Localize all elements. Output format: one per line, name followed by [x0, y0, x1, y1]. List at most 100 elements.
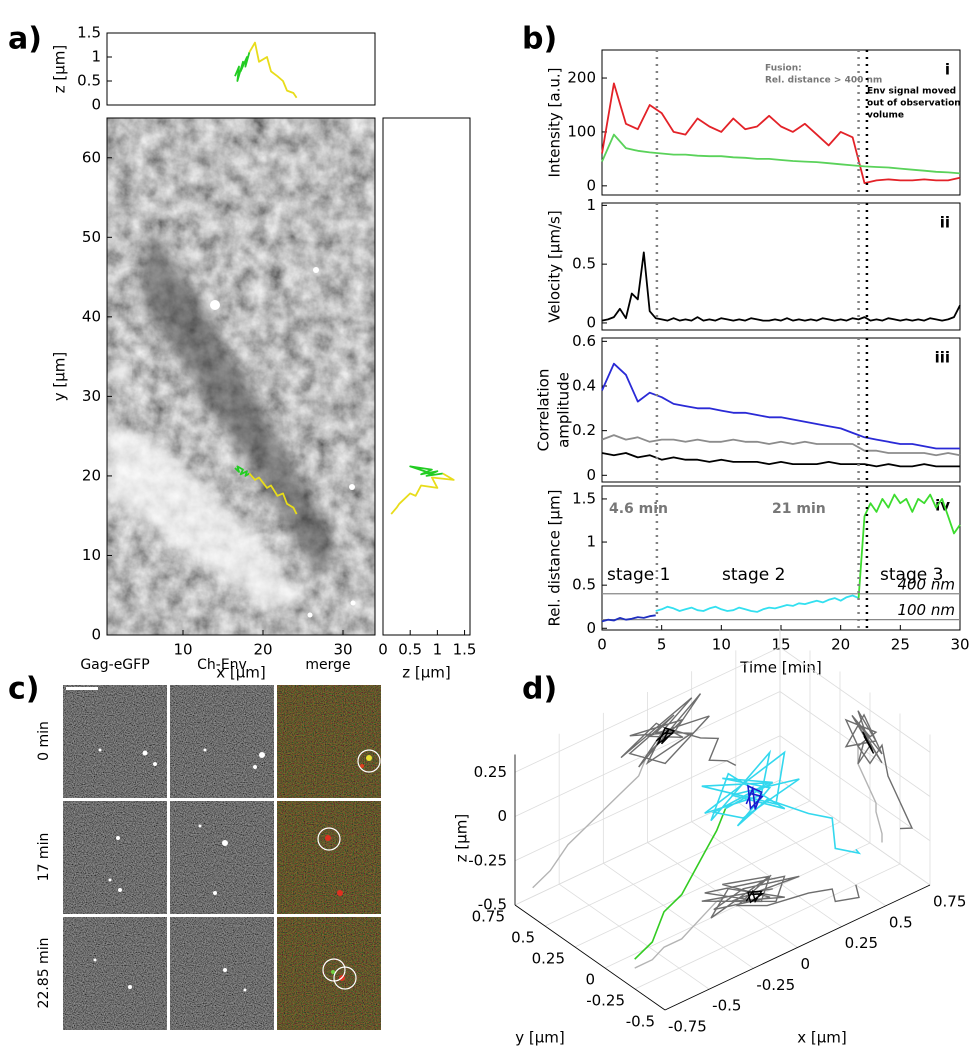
y-tick-label: 10	[82, 546, 101, 564]
y-tick-label: 1	[586, 533, 596, 551]
trajectory	[745, 784, 764, 811]
y-tick-label: 1	[91, 48, 101, 66]
y-axis-label: Velocity [µm/s]	[546, 210, 564, 322]
y-tick-label: 0.5	[572, 255, 596, 273]
data-line	[601, 452, 960, 468]
y-tick-label: 100	[567, 122, 596, 140]
annotation: stage 3	[880, 565, 943, 585]
annotation: Env signal moved	[867, 87, 956, 97]
data-line	[601, 82, 961, 184]
y-tick-label: 0.6	[572, 332, 596, 350]
y-tick-label: 60	[82, 148, 101, 166]
data-line	[234, 465, 250, 477]
projection-line	[655, 727, 676, 746]
x-tick-label: 1.5	[453, 641, 477, 659]
y-tick-label: 0.25	[532, 950, 565, 968]
y-tick-label: 0.5	[77, 72, 101, 90]
data-line	[601, 434, 961, 457]
grid-line	[735, 800, 887, 907]
projection-line	[857, 746, 883, 843]
axis-line	[514, 904, 666, 1011]
annotation: stage 2	[722, 565, 785, 585]
y-tick-label: -0.25	[586, 992, 625, 1010]
y-tick-label: -0.5	[626, 1013, 655, 1031]
microscopy-image	[107, 118, 375, 635]
z-tick-label: -0.25	[468, 851, 507, 869]
column-header: Ch-Env	[197, 657, 247, 673]
annotation: Fusion:	[765, 64, 802, 74]
x-tick-label: 20	[253, 641, 272, 659]
projection-line	[620, 693, 737, 768]
data-line	[601, 133, 961, 175]
data-line	[601, 362, 960, 450]
x-tick-label: 30	[950, 636, 969, 654]
annotation: volume	[867, 111, 904, 121]
y-tick-label: 0.75	[472, 908, 505, 926]
projection-line	[745, 889, 765, 904]
trajectory	[701, 749, 862, 855]
panel-label: c)	[8, 672, 40, 707]
grid-line	[558, 883, 710, 990]
x-tick-label: 30	[333, 641, 352, 659]
x-tick-label: 5	[657, 636, 667, 654]
grid-line	[574, 821, 841, 948]
x-tick-label: -0.5	[712, 997, 741, 1015]
y-axis-label: Correlation	[535, 369, 553, 452]
annotation: out of observation	[867, 99, 961, 109]
x-tick-label: 0.75	[933, 893, 966, 911]
data-line	[390, 472, 455, 515]
y-axis-label: Intensity [a.u.]	[546, 68, 564, 178]
y-tick-label: 0	[586, 619, 596, 637]
x-tick-label: 0.5	[889, 913, 913, 931]
z-axis-label: z [µm]	[453, 814, 471, 863]
y-tick-label: 30	[82, 387, 101, 405]
y-tick-label: 20	[82, 466, 101, 484]
y-tick-label: 1.5	[572, 489, 596, 507]
axis-line	[664, 884, 931, 1011]
y-tick-label: 0	[91, 626, 101, 644]
z-tick-label: 0.25	[474, 763, 507, 781]
x-axis-label: x [µm]	[797, 1029, 847, 1047]
axes-frame	[601, 49, 961, 196]
y-tick-label: 200	[567, 69, 596, 87]
y-tick-label: 1	[586, 196, 596, 214]
y-tick-label: 0.5	[511, 929, 535, 947]
projection-line	[701, 874, 860, 919]
subplot-label: i	[945, 61, 950, 79]
y-tick-label: 0	[585, 971, 595, 989]
grid-line	[603, 863, 754, 969]
column-header: merge	[305, 657, 350, 673]
x-tick-label: 0	[378, 641, 388, 659]
x-axis-label: x [µm]	[216, 664, 266, 682]
data-line	[248, 41, 298, 99]
y-tick-label: 0	[586, 313, 596, 331]
annotation: stage 1	[607, 565, 670, 585]
grid-line	[514, 735, 781, 862]
panel-label: b)	[522, 22, 557, 57]
y-tick-label: 0	[586, 176, 596, 194]
x-tick-label: 10	[712, 636, 731, 654]
y-axis-label: y [µm]	[515, 1029, 565, 1047]
axes-frame	[382, 117, 471, 636]
x-tick-label: 0.5	[398, 641, 422, 659]
image-grid: Gag-eGFP Ch-Env merge 0 min 17 min 22.85…	[36, 657, 381, 1030]
axes-frame	[106, 117, 376, 636]
x-tick-label: 15	[771, 636, 790, 654]
x-tick-label: 0	[597, 636, 607, 654]
projection-line	[844, 710, 914, 830]
x-tick-label: -0.75	[668, 1018, 707, 1036]
y-tick-label: 0	[586, 466, 596, 484]
y-tick-label: 0.2	[572, 421, 596, 439]
x-tick-label: 20	[831, 636, 850, 654]
y-tick-label: 1.5	[77, 24, 101, 42]
data-line	[601, 251, 961, 322]
data-line	[857, 493, 961, 599]
y-tick-label: 0.4	[572, 377, 596, 395]
annotation: Rel. distance > 400 nm	[765, 76, 882, 86]
axes-frame	[106, 32, 376, 106]
panel-label: a)	[8, 22, 42, 57]
projection-line	[862, 731, 875, 754]
row-label: 22.85 min	[36, 938, 52, 1009]
y-tick-label: 0.5	[572, 576, 596, 594]
